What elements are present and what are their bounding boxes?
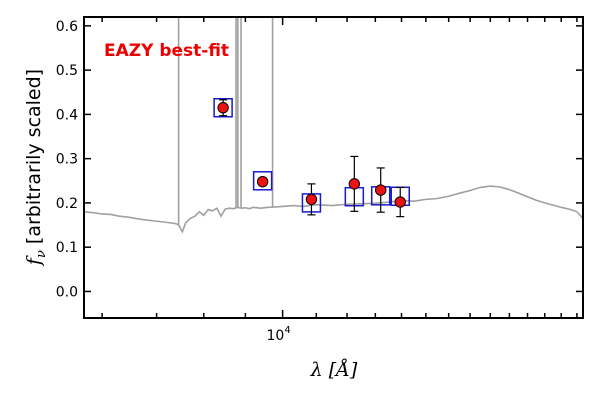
- y-tick-label: 0.4: [56, 107, 78, 123]
- observed-photometry-layer: [217, 99, 406, 218]
- x-axis-ticks: 104: [101, 17, 578, 344]
- y-tick-label: 0.2: [56, 196, 78, 212]
- model-photometry-square: [213, 97, 233, 118]
- x-tick-label: 104: [267, 325, 291, 344]
- x-axis-symbol: λ: [310, 359, 323, 381]
- y-tick-label: 0.3: [56, 152, 78, 168]
- observed-photometry-point: [394, 196, 406, 208]
- observed-photometry-point: [375, 184, 387, 196]
- template-spectrum-line: [84, 185, 583, 234]
- template-spectrum-layer: [84, 17, 583, 234]
- observed-photometry-point: [348, 178, 361, 190]
- observed-photometry-point: [305, 193, 318, 206]
- observed-photometry-point: [256, 175, 269, 188]
- y-tick-label: 0.5: [56, 63, 78, 79]
- eazy-best-fit-annotation: EAZY best-fit: [104, 41, 229, 61]
- y-axis-subscript: ν: [34, 250, 49, 258]
- y-axis-symbol: f: [23, 255, 45, 267]
- plot-frame: [83, 16, 584, 319]
- model-photometry-square: [252, 171, 273, 191]
- y-tick-label: 0.0: [56, 284, 78, 300]
- x-axis-label: λ [Å]: [310, 359, 358, 381]
- y-tick-label: 0.6: [56, 19, 78, 35]
- y-axis-ticks: 0.0 0.1 0.2 0.3 0.4 0.5 0.6: [56, 19, 583, 300]
- y-axis-label: fν [arbitrarily scaled]: [23, 69, 49, 267]
- observed-photometry-point: [217, 102, 229, 114]
- y-axis-text: [arbitrarily scaled]: [23, 69, 45, 244]
- y-tick-label: 0.1: [56, 240, 78, 256]
- x-axis-unit: [Å]: [329, 359, 358, 381]
